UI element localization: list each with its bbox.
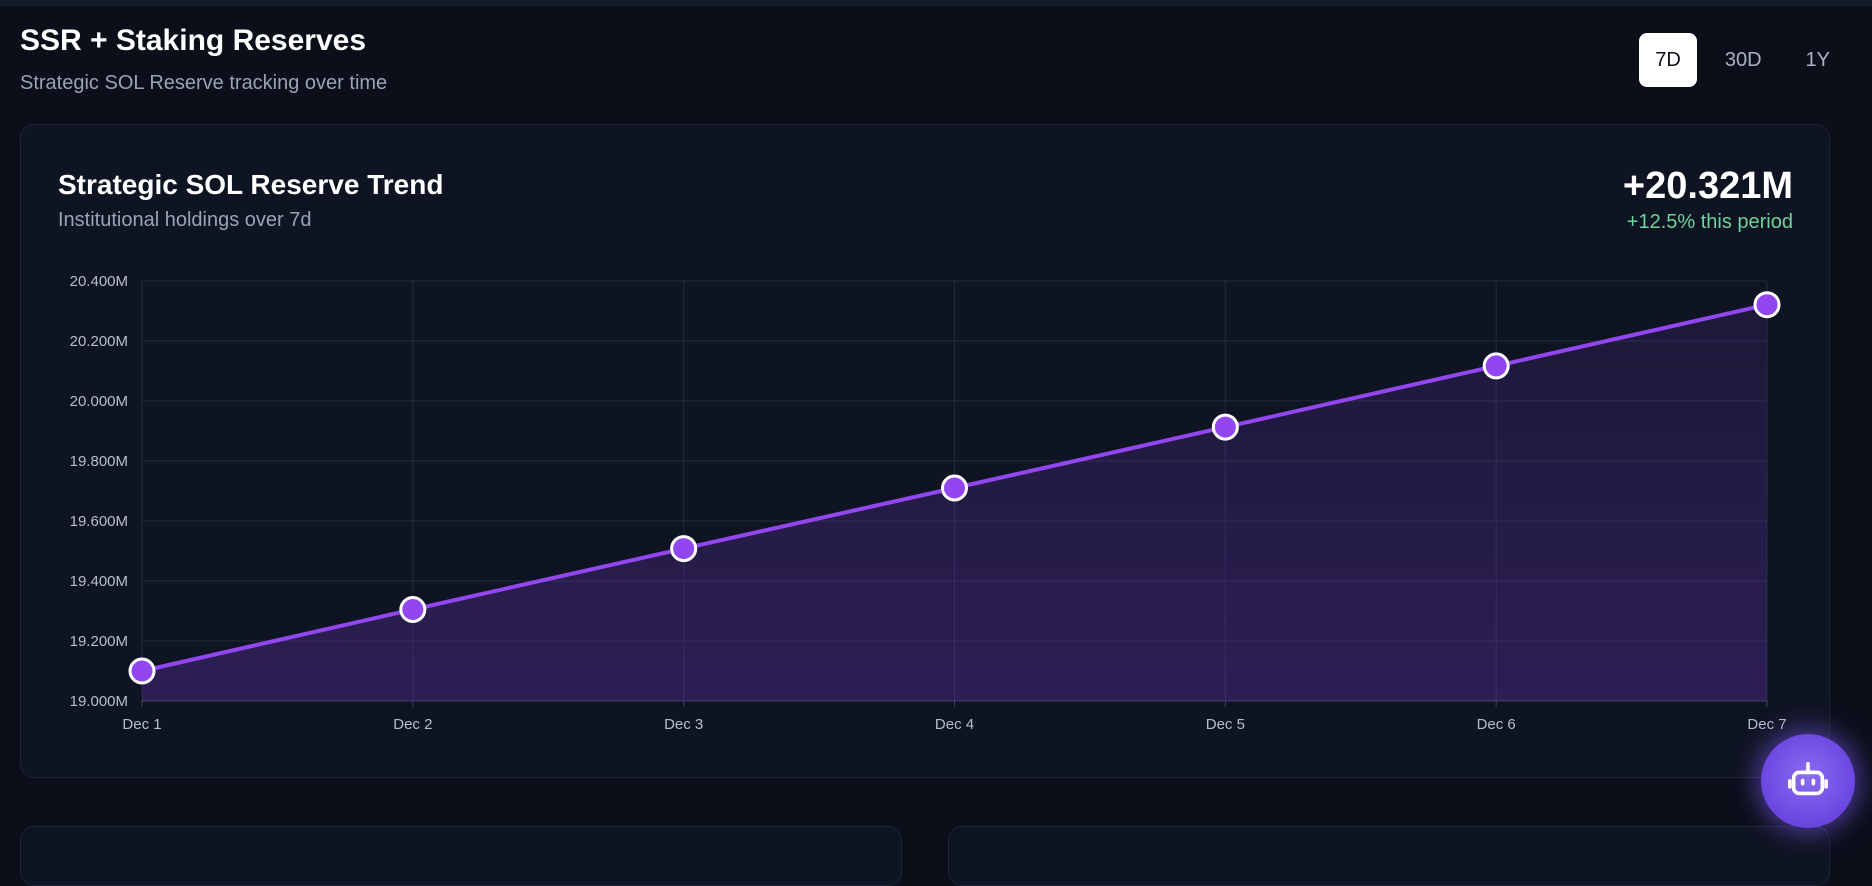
tab-1y[interactable]: 1Y: [1805, 48, 1830, 71]
data-point[interactable]: [1753, 291, 1781, 319]
chart-points: [128, 291, 1781, 685]
data-point[interactable]: [670, 535, 698, 563]
reserve-change-text: +12.5% this period: [1626, 211, 1793, 233]
chart-card-title: Strategic SOL Reserve Trend: [58, 169, 444, 200]
chart-area: [142, 304, 1767, 701]
x-tick-label: Dec 5: [1206, 716, 1245, 733]
bottom-right-card: [948, 826, 1830, 886]
y-tick-label: 19.400M: [70, 573, 128, 590]
y-tick-label: 19.200M: [70, 633, 128, 650]
y-tick-label: 20.200M: [70, 333, 128, 350]
time-range-tabs: 7D 30D 1Y: [1639, 33, 1846, 87]
tab-7d[interactable]: 7D: [1639, 33, 1697, 87]
y-tick-label: 19.600M: [70, 513, 128, 530]
data-point[interactable]: [128, 657, 156, 685]
reserve-total-value: +20.321M: [1622, 165, 1793, 207]
data-point[interactable]: [399, 596, 427, 623]
reserve-trend-chart: 19.000M 19.200M 19.400M 19.600M 19.800M 20.00…: [70, 273, 1787, 733]
x-tick-label: Dec 7: [1747, 716, 1786, 733]
top-edge: [0, 0, 1872, 6]
y-tick-label: 20.000M: [70, 393, 128, 410]
y-tick-label: 19.800M: [70, 453, 128, 470]
data-point[interactable]: [1211, 413, 1239, 441]
tab-30d[interactable]: 30D: [1724, 48, 1762, 71]
page-subtitle: Strategic SOL Reserve tracking over time: [20, 72, 388, 94]
y-tick-label: 19.000M: [70, 693, 128, 710]
y-tick-label: 20.400M: [70, 273, 128, 290]
chart-axis-labels: 19.000M 19.200M 19.400M 19.600M 19.800M 20.00…: [70, 273, 1787, 733]
series-area-fill: [142, 304, 1767, 701]
x-tick-label: Dec 2: [393, 716, 432, 733]
page-title: SSR + Staking Reserves: [20, 24, 367, 57]
data-point[interactable]: [1482, 352, 1510, 380]
x-tick-label: Dec 3: [664, 716, 703, 733]
assistant-bot-button[interactable]: [1761, 734, 1855, 828]
data-point[interactable]: [941, 474, 968, 502]
x-tick-label: Dec 4: [935, 716, 974, 733]
x-tick-label: Dec 1: [122, 716, 161, 733]
reserve-trend-card: Strategic SOL Reserve Trend Institutiona…: [20, 124, 1830, 778]
chart-card-subtitle: Institutional holdings over 7d: [58, 209, 312, 231]
bottom-left-card: [20, 826, 902, 886]
robot-icon: [1787, 762, 1829, 796]
x-tick-label: Dec 6: [1477, 716, 1516, 733]
